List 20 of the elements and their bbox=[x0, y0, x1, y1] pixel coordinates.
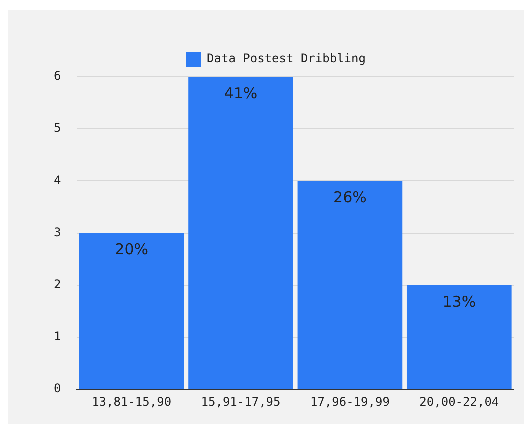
y-tick-label: 2 bbox=[54, 278, 62, 292]
annotation: 13% bbox=[442, 292, 476, 311]
x-tick-label: 15,91-17,95 bbox=[201, 394, 281, 409]
y-tick-label: 1 bbox=[54, 330, 62, 344]
bar bbox=[188, 77, 294, 390]
bar bbox=[406, 285, 512, 390]
annotation: 41% bbox=[224, 84, 258, 102]
y-tick-label: 5 bbox=[54, 121, 62, 136]
legend-label: Data Postest Dribbling bbox=[207, 52, 366, 66]
x-tick-label: 13,81-15,90 bbox=[92, 394, 172, 409]
bar bbox=[298, 181, 403, 390]
y-tick-label: 6 bbox=[54, 69, 62, 84]
bar bbox=[79, 233, 184, 390]
x-tick-label: 20,00-22,04 bbox=[420, 394, 500, 409]
annotation: 20% bbox=[115, 240, 148, 259]
y-tick-label: 3 bbox=[54, 225, 62, 240]
y-tick-label: 4 bbox=[54, 173, 62, 188]
annotation: 26% bbox=[334, 188, 367, 207]
x-tick-label: 17,96-19,99 bbox=[310, 394, 390, 409]
y-tick-label: 0 bbox=[54, 382, 62, 396]
